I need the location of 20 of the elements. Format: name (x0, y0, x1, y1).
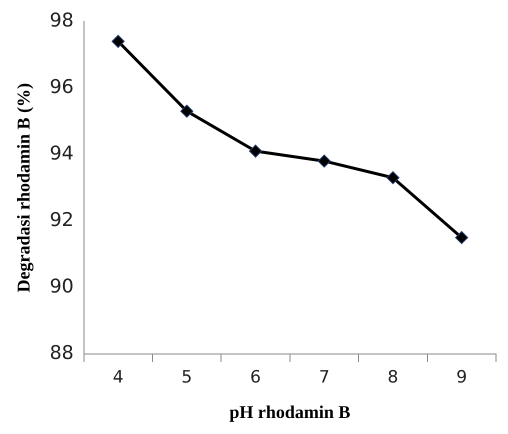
y-axis-title: Degradasi rhodamin B (%) (13, 82, 34, 292)
x-axis-title: pH rhodamin B (229, 402, 350, 422)
y-tick-label: 90 (50, 275, 74, 298)
point (455, 231, 468, 244)
point (180, 104, 194, 118)
y-tick-label: 98 (50, 9, 74, 32)
point (112, 34, 125, 48)
point (318, 154, 331, 168)
y-tick-label: 94 (50, 142, 74, 164)
y-tick-label: 92 (50, 208, 74, 231)
point (386, 171, 400, 184)
x-tick-label: 9 (456, 368, 468, 388)
point (249, 144, 262, 158)
x-tick-label: 6 (250, 368, 261, 388)
x-tick-label: 8 (388, 368, 398, 388)
x-tick-label: 4 (112, 368, 124, 388)
y-tick-label: 96 (50, 76, 74, 98)
x-tick-label: 7 (318, 368, 330, 388)
x-tick-label: 5 (181, 368, 192, 388)
y-tick-label: 88 (50, 342, 74, 364)
